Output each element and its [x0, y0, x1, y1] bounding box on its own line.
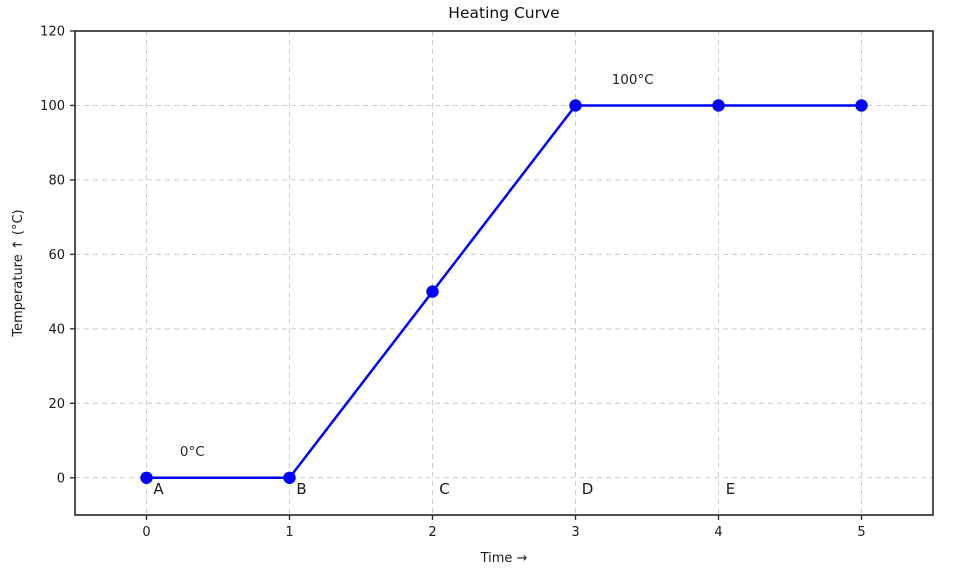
heating-curve-line: [146, 104, 862, 480]
y-tick-label: 80: [48, 173, 65, 188]
plot-border: [74, 30, 934, 516]
point-label-c: C: [439, 480, 449, 498]
y-tick-label: 60: [48, 248, 65, 263]
x-tick-label: 0: [142, 525, 150, 540]
y-tick-label: 120: [40, 25, 65, 40]
point-label-d: D: [582, 480, 594, 498]
data-point-marker: [569, 99, 582, 112]
point-label-layer: A B C D E: [153, 480, 735, 498]
y-tick-label: 40: [48, 322, 65, 337]
data-point-marker: [283, 471, 296, 484]
annotation-text: 100°C: [612, 72, 654, 88]
point-label-b: B: [296, 480, 306, 498]
y-tick-label: 0: [57, 471, 65, 486]
y-tick-label: 100: [40, 99, 65, 114]
annotation-layer: 0°C 100°C: [180, 72, 654, 460]
x-tick-label: 4: [714, 525, 722, 540]
data-series-layer: [140, 99, 868, 484]
point-label-e: E: [726, 480, 735, 498]
y-axis-label: Temperature ↑ (°C): [11, 209, 26, 337]
x-axis-label: Time →: [480, 551, 528, 566]
x-tick-label: 3: [571, 525, 579, 540]
data-point-marker: [855, 99, 868, 112]
data-point-marker: [426, 285, 439, 298]
y-tick-label: 20: [48, 397, 65, 412]
tick-layer: 0 1 2 3 4 5 0 20 40 60 80 100 120: [40, 25, 865, 541]
annotation-text: 0°C: [180, 444, 205, 460]
x-tick-label: 1: [285, 525, 293, 540]
x-tick-label: 5: [857, 525, 865, 540]
chart-title: Heating Curve: [448, 4, 559, 22]
point-label-a: A: [153, 480, 164, 498]
data-point-marker: [712, 99, 725, 112]
grid-layer: [75, 30, 933, 515]
data-point-marker: [140, 471, 153, 484]
x-tick-label: 2: [428, 525, 436, 540]
